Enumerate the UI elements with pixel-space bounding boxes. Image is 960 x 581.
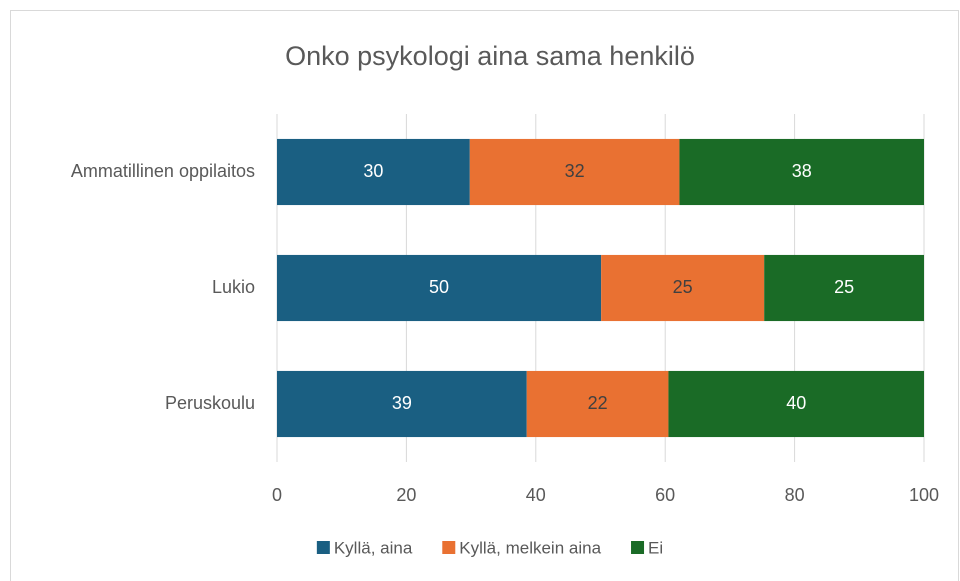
- bar-segment: [277, 254, 602, 322]
- legend-label: Kyllä, melkein aina: [459, 538, 601, 557]
- data-label: 39: [392, 393, 412, 413]
- bar-segment: [277, 138, 470, 206]
- legend: Kyllä, aina Kyllä, melkein aina Ei: [316, 538, 663, 557]
- y-tick-label: Peruskoulu: [165, 393, 255, 413]
- bar-segment: [679, 138, 924, 206]
- data-label: 38: [792, 161, 812, 181]
- legend-label: Ei: [648, 538, 663, 557]
- legend-swatch: [316, 541, 330, 554]
- legend-swatch: [631, 541, 645, 554]
- data-label: 25: [834, 277, 854, 297]
- data-label: 40: [786, 393, 806, 413]
- bar-segment: [526, 370, 669, 438]
- data-label: 30: [363, 161, 383, 181]
- data-label: 22: [588, 393, 608, 413]
- bar-segment: [764, 254, 924, 322]
- data-label: 25: [673, 277, 693, 297]
- bar-segment: [668, 370, 924, 438]
- data-label: 50: [429, 277, 449, 297]
- x-tick-label: 40: [526, 485, 546, 505]
- x-tick-label: 60: [655, 485, 675, 505]
- legend-label: Kyllä, aina: [334, 538, 413, 557]
- x-tick-label: 100: [909, 485, 939, 505]
- bar-segment: [277, 370, 527, 438]
- y-tick-label: Ammatillinen oppilaitos: [71, 161, 255, 181]
- chart-title: Onko psykologi aina sama henkilö: [285, 41, 695, 71]
- x-tick-label: 80: [785, 485, 805, 505]
- x-tick-label: 0: [272, 485, 282, 505]
- x-tick-label: 20: [396, 485, 416, 505]
- data-label: 32: [565, 161, 585, 181]
- bar-segment: [601, 254, 765, 322]
- bar-segment: [469, 138, 680, 206]
- y-tick-label: Lukio: [212, 277, 255, 297]
- legend-swatch: [442, 541, 456, 554]
